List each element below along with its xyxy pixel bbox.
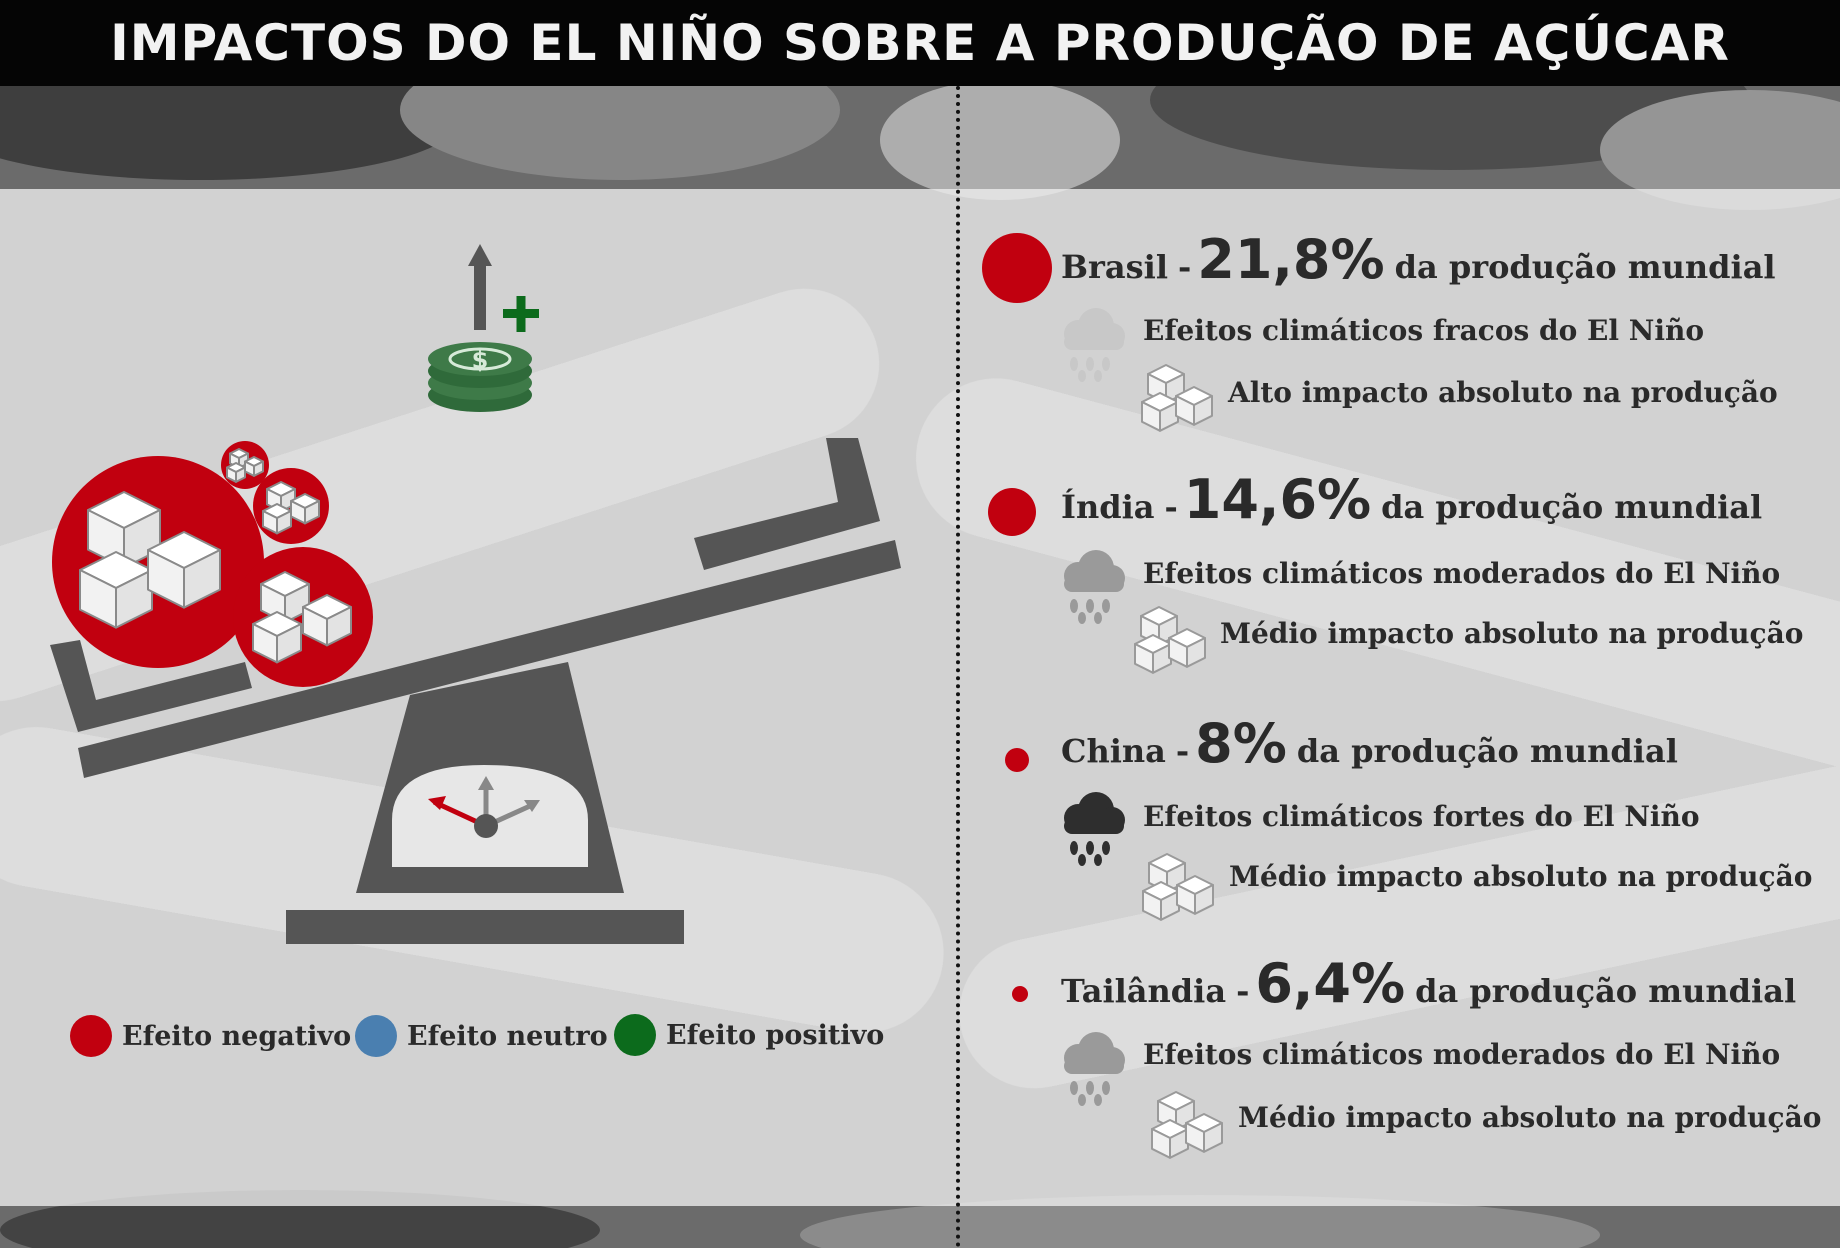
plus-icon [503, 296, 539, 332]
country-dot-brasil [982, 233, 1052, 303]
production-impact: Alto impacto absoluto na produção [1228, 376, 1778, 409]
production-impact: Médio impacto absoluto na produção [1238, 1101, 1822, 1134]
page-title: IMPACTOS DO EL NIÑO SOBRE A PRODUÇÃO DE … [110, 14, 1730, 72]
share-suffix: da produção mundial [1381, 488, 1763, 526]
divider [956, 86, 960, 1248]
svg-text:$: $ [472, 346, 489, 374]
production-impact: Médio impacto absoluto na produção [1220, 617, 1804, 650]
legend-label: Efeito neutro [407, 1020, 608, 1052]
sugar-cubes-icon [1151, 1091, 1223, 1159]
country-share: 6,4% [1255, 952, 1406, 1015]
seesaw-beam [50, 438, 901, 778]
production-impact: Médio impacto absoluto na produção [1229, 860, 1813, 893]
climate-effect: Efeitos climáticos moderados do El Niño [1143, 557, 1781, 590]
legend-item-neutral: Efeito neutro [355, 1015, 608, 1057]
scale-base [286, 910, 684, 944]
share-suffix: da produção mundial [1415, 972, 1797, 1010]
sugar-cubes-icon [52, 441, 373, 687]
cloud-rain-icon [1064, 550, 1125, 624]
country-name: China [1061, 732, 1166, 770]
gauge-icon [356, 662, 624, 893]
share-suffix: da produção mundial [1394, 248, 1776, 286]
negative-dot-icon [70, 1015, 112, 1057]
legend-item-positive: Efeito positivo [614, 1014, 884, 1056]
country-share: 8% [1195, 712, 1287, 775]
country-dot-china [1005, 748, 1029, 772]
title-bar: IMPACTOS DO EL NIÑO SOBRE A PRODUÇÃO DE … [0, 0, 1840, 86]
cloud-rain-icon [1064, 1032, 1125, 1106]
sugar-cubes-icon [1141, 364, 1213, 432]
positive-dot-icon [614, 1014, 656, 1056]
country-separator: - [1236, 972, 1250, 1010]
country-share: 21,8% [1197, 228, 1385, 291]
country-dot-tailandia [1012, 986, 1028, 1002]
country-name: Índia [1061, 488, 1155, 526]
climate-effect: Efeitos climáticos fortes do El Niño [1143, 800, 1700, 833]
country-separator: - [1164, 488, 1178, 526]
money-coins-icon: $ [428, 244, 532, 412]
cloud-rain-icon [1064, 308, 1125, 382]
country-row-india: Índia - 14,6% da produção mundial [1061, 468, 1762, 531]
legend-item-negative: Efeito negativo [70, 1015, 351, 1057]
country-name: Brasil [1061, 248, 1168, 286]
country-share: 14,6% [1183, 468, 1372, 531]
legend-label: Efeito negativo [122, 1020, 352, 1052]
scale-illustration: $ [50, 244, 901, 944]
country-name: Tailândia [1061, 972, 1227, 1010]
country-dot-india [988, 488, 1036, 536]
sugar-cubes-icon [1134, 606, 1206, 674]
cloud-rain-icon [1064, 792, 1125, 866]
neutral-dot-icon [355, 1015, 397, 1057]
share-suffix: da produção mundial [1296, 732, 1678, 770]
country-separator: - [1175, 732, 1190, 770]
climate-effect: Efeitos climáticos fracos do El Niño [1143, 314, 1705, 347]
legend-label: Efeito positivo [666, 1019, 885, 1051]
country-row-china: China - 8% da produção mundial [1061, 712, 1678, 775]
country-row-tailandia: Tailândia - 6,4% da produção mundial [1061, 952, 1796, 1015]
country-separator: - [1177, 248, 1192, 286]
climate-effect: Efeitos climáticos moderados do El Niño [1143, 1038, 1781, 1071]
sugar-cubes-icon [1142, 853, 1214, 921]
country-row-brasil: Brasil - 21,8% da produção mundial [1061, 228, 1776, 291]
